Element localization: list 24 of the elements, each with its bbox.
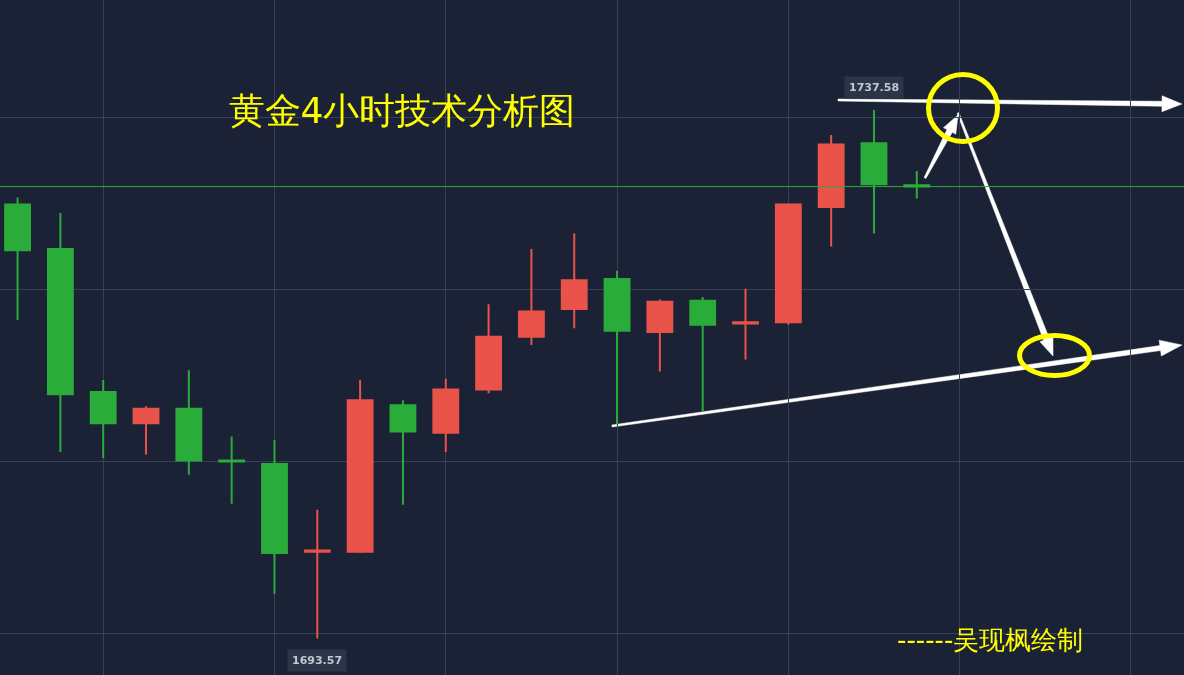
annotation: ------吴现枫绘制	[897, 625, 1084, 655]
candlestick	[46, 212, 74, 453]
candlestick	[261, 438, 288, 595]
candlestick	[517, 248, 545, 347]
candlestick	[646, 298, 674, 373]
candlestick	[175, 369, 203, 476]
candlestick	[560, 232, 588, 330]
annotation: 1737.58	[849, 81, 900, 94]
candlestick	[689, 296, 717, 413]
candlestick	[603, 269, 631, 426]
candlestick	[303, 508, 331, 640]
candlestick	[432, 377, 460, 453]
annotation: 1693.57	[292, 654, 343, 667]
candlestick	[4, 196, 31, 321]
candlestick	[774, 202, 802, 326]
candlestick	[132, 405, 160, 456]
candlestick	[346, 378, 374, 554]
chart-title: 黄金4小时技术分析图	[228, 89, 576, 131]
candlestick	[732, 287, 759, 361]
candlestick	[89, 378, 117, 460]
candlestick	[218, 435, 246, 505]
candlestick	[475, 303, 503, 395]
candlestick	[817, 133, 845, 248]
candlestick	[389, 399, 417, 506]
